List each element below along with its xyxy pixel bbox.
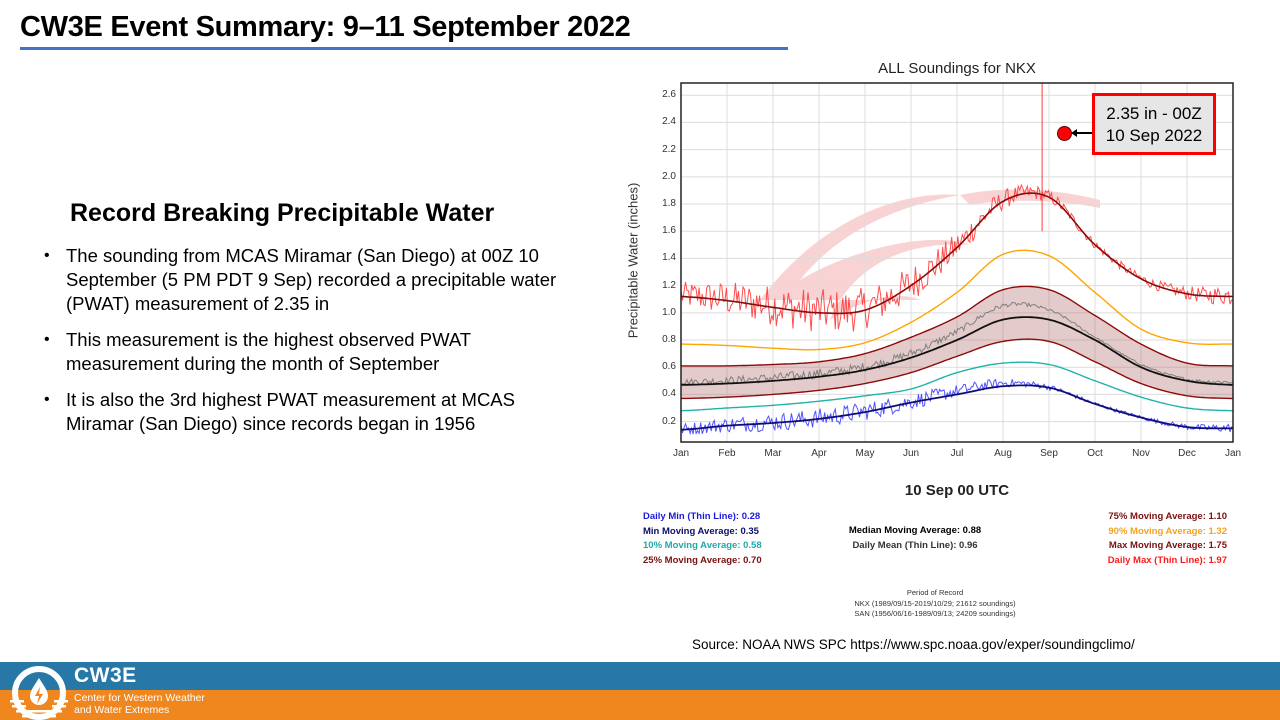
x-tick-label: Oct: [1087, 448, 1103, 459]
y-tick-label: 2.2: [662, 143, 676, 155]
bullet-item: This measurement is the highest observed…: [44, 328, 564, 376]
period-san: SAN (1956/06/16-1989/09/13; 24209 soundi…: [854, 609, 1016, 618]
line-25-moving-average: [680, 338, 1234, 400]
period-of-record: Period of Record NKX (1989/09/15-2019/10…: [800, 588, 1070, 620]
chart-title: ALL Soundings for NKX: [878, 60, 1036, 77]
spc-swoosh-tail-icon: [960, 189, 1100, 208]
y-tick-label: 2.4: [662, 116, 676, 128]
stat-line: Min Moving Average: 0.35: [643, 525, 759, 537]
stats-middle-column: Median Moving Average: 0.88 Daily Mean (T…: [830, 524, 1000, 553]
annotation-date: 10 Sep 2022: [1105, 126, 1203, 145]
x-tick-label: Jul: [950, 448, 964, 459]
stats-left-column: Daily Min (Thin Line): 0.28 Min Moving Av…: [643, 510, 762, 568]
y-tick-label: 0.6: [662, 361, 676, 373]
bullet-item: It is also the 3rd highest PWAT measurem…: [44, 388, 564, 436]
stat-line: Daily Mean (Thin Line): 0.96: [852, 539, 978, 551]
stat-line: 10% Moving Average: 0.58: [643, 540, 762, 551]
y-tick-label: 0.4: [662, 388, 676, 400]
line-75-moving-average: [680, 285, 1233, 367]
x-tick-label: Mar: [764, 448, 782, 459]
y-tick-label: 1.2: [662, 279, 676, 291]
record-annotation-box: 2.35 in - 00Z 10 Sep 2022: [1092, 93, 1216, 155]
plot-frame: [680, 82, 1234, 443]
y-tick-label: 0.2: [662, 415, 676, 427]
period-nkx: NKX (1989/09/15-2019/10/29; 21612 soundi…: [854, 598, 1016, 608]
y-tick-label: 2.6: [662, 89, 676, 101]
stat-line: Daily Max (Thin Line): 1.97: [1107, 554, 1227, 566]
stat-line: Median Moving Average: 0.88: [848, 525, 982, 536]
x-tick-label: Jan: [672, 448, 690, 459]
y-tick-label: 1.6: [662, 225, 676, 237]
stats-right-column: 75% Moving Average: 1.10 90% Moving Avera…: [1000, 510, 1227, 568]
record-point-marker: [1057, 126, 1072, 141]
line-10-moving-average: [680, 361, 1233, 412]
stats-date-heading: 10 Sep 00 UTC: [904, 482, 1010, 499]
logo-subtitle-line2: and Water Extremes: [74, 704, 170, 716]
x-tick-label: Dec: [1178, 448, 1196, 459]
section-heading: Record Breaking Precipitable Water: [70, 199, 495, 227]
line-90-moving-average: [681, 249, 1233, 351]
logo-wordmark: CW3E: [74, 664, 137, 687]
footer-orange-band: [0, 690, 1280, 720]
slide-title: CW3E Event Summary: 9–11 September 2022: [20, 11, 631, 43]
x-tick-label: Sep: [1040, 448, 1058, 459]
x-tick-label: Jun: [902, 448, 920, 459]
bullet-list: The sounding from MCAS Miramar (San Dieg…: [44, 244, 564, 448]
period-title: Period of Record: [906, 588, 964, 597]
interquartile-band: [681, 286, 1233, 399]
bullet-item: The sounding from MCAS Miramar (San Dieg…: [44, 244, 564, 316]
chart-series: [680, 83, 1234, 436]
line-median-moving-average: [681, 316, 1234, 386]
y-tick-label: 1.4: [662, 252, 676, 264]
y-tick-label: 1.0: [662, 306, 676, 318]
y-tick-label: 1.8: [662, 198, 676, 210]
line-max-moving-average: [680, 192, 1234, 315]
x-tick-label: Aug: [994, 448, 1012, 459]
stat-line: 25% Moving Average: 0.70: [643, 554, 762, 566]
cw3e-logo-icon: [10, 666, 68, 720]
annotation-arrow-icon: [1071, 129, 1077, 137]
stat-line: 75% Moving Average: 1.10: [1108, 511, 1227, 522]
footer-blue-band: [0, 662, 1280, 690]
y-tick-label: 0.8: [662, 334, 676, 345]
logo-subtitle: Center for Western Weather and Water Ext…: [74, 692, 205, 716]
stat-line: Max Moving Average: 1.75: [1108, 540, 1227, 551]
stat-line: Daily Min (Thin Line): 0.28: [643, 511, 761, 522]
title-underline: [20, 47, 788, 50]
source-citation: Source: NOAA NWS SPC https://www.spc.noa…: [692, 637, 1135, 652]
thin-line-daily-mean-thin-line-: [680, 301, 1234, 387]
annotation-value: 2.35 in - 00Z: [1106, 104, 1202, 123]
stat-line: 90% Moving Average: 1.32: [1108, 525, 1227, 537]
x-tick-label: Jan: [1224, 448, 1242, 459]
logo-subtitle-line1: Center for Western Weather: [74, 692, 205, 704]
y-tick-label: 2.0: [662, 170, 676, 182]
annotation-leader-line: [1075, 132, 1092, 134]
x-tick-label: Feb: [718, 448, 736, 459]
x-tick-label: Nov: [1132, 448, 1150, 459]
line-min-moving-average: [680, 384, 1233, 431]
x-tick-label: May: [855, 448, 875, 459]
x-tick-label: Apr: [811, 448, 827, 459]
